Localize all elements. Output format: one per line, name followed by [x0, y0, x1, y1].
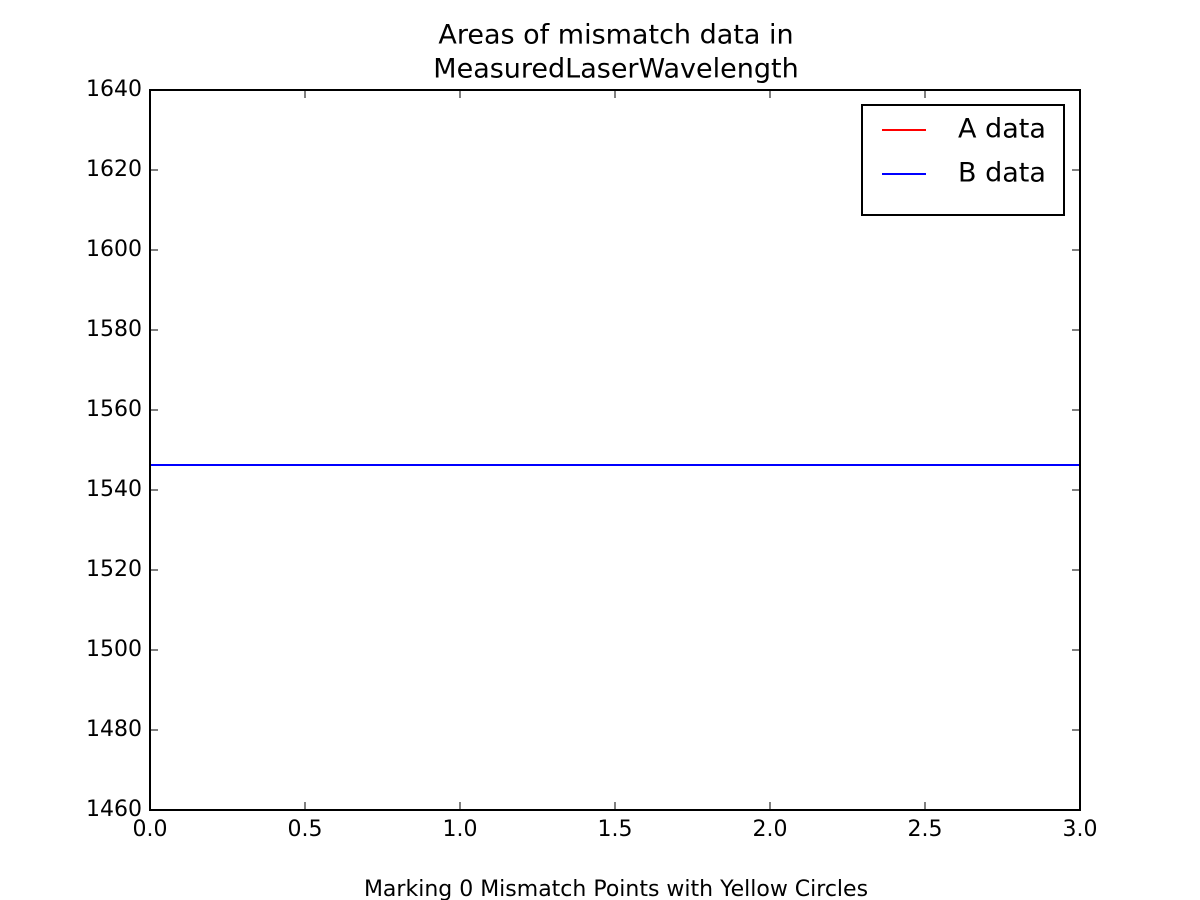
y-tick-label: 1460 [86, 797, 142, 822]
y-tick-label: 1640 [86, 77, 142, 102]
x-tick-label: 1.5 [598, 817, 633, 842]
chart-title: MeasuredLaserWavelength [433, 54, 798, 85]
x-tick-label: 1.0 [443, 817, 478, 842]
x-tick-label: 3.0 [1063, 817, 1098, 842]
legend-box [861, 104, 1065, 216]
y-tick-label: 1480 [86, 717, 142, 742]
x-tick-label: 2.5 [908, 817, 943, 842]
legend-label: B data [958, 158, 1046, 189]
x-axis-label: Marking 0 Mismatch Points with Yellow Ci… [364, 877, 868, 900]
y-tick-label: 1540 [86, 477, 142, 502]
x-tick-label: 0.0 [133, 817, 168, 842]
legend-label: A data [958, 114, 1046, 145]
x-tick-label: 0.5 [288, 817, 323, 842]
y-tick-label: 1620 [86, 157, 142, 182]
x-tick-label: 2.0 [753, 817, 788, 842]
y-tick-label: 1500 [86, 637, 142, 662]
plot-frame [149, 89, 1081, 811]
y-tick-label: 1580 [86, 317, 142, 342]
y-tick-label: 1600 [86, 237, 142, 262]
y-tick-label: 1520 [86, 557, 142, 582]
chart-title: Areas of mismatch data in [438, 20, 793, 51]
y-tick-label: 1560 [86, 397, 142, 422]
